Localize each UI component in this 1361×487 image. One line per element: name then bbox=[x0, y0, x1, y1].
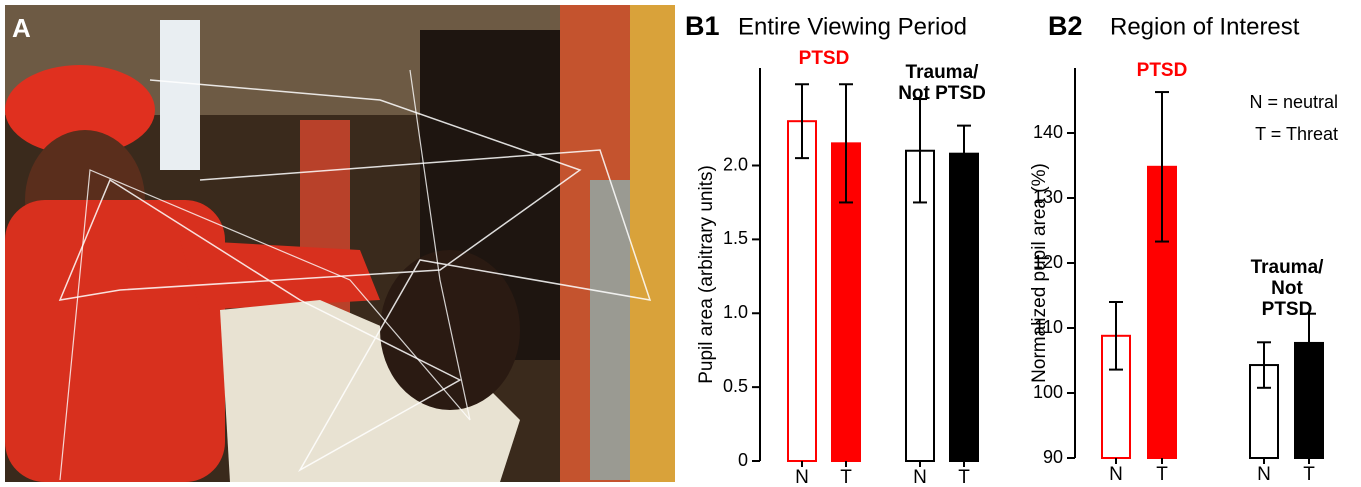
y-tick-label: 90 bbox=[1043, 447, 1063, 467]
y-tick-label: 2.0 bbox=[723, 154, 748, 174]
panel-label: B1 bbox=[685, 11, 720, 41]
x-tick-label: N bbox=[913, 467, 927, 487]
chart-title: Entire Viewing Period bbox=[738, 13, 967, 40]
x-tick-label: T bbox=[958, 467, 970, 487]
figure: A B1 Entire Viewing Period Pupil area (arb… bbox=[0, 0, 1361, 487]
y-tick-label: 0.5 bbox=[723, 376, 748, 396]
y-tick-label: 1.0 bbox=[723, 302, 748, 322]
bar bbox=[950, 154, 978, 461]
x-tick-label: N bbox=[1257, 464, 1271, 485]
y-tick-label: 120 bbox=[1033, 252, 1063, 272]
bar bbox=[788, 121, 816, 461]
group-label: Trauma/ Not PTSD bbox=[898, 62, 986, 104]
annotation: T = Threat bbox=[1255, 124, 1338, 144]
x-tick-label: N bbox=[795, 467, 809, 487]
x-tick-label: T bbox=[1156, 464, 1168, 485]
panel-label: B2 bbox=[1048, 11, 1083, 41]
y-tick-label: 100 bbox=[1033, 382, 1063, 402]
y-tick-label: 140 bbox=[1033, 122, 1063, 142]
y-tick-label: 130 bbox=[1033, 187, 1063, 207]
x-tick-label: T bbox=[840, 467, 852, 487]
group-label: PTSD bbox=[1137, 60, 1188, 81]
y-tick-label: 0 bbox=[738, 450, 748, 470]
x-tick-label: T bbox=[1303, 464, 1315, 485]
y-tick-label: 1.5 bbox=[723, 228, 748, 248]
y-axis-label: Pupil area (arbitrary units) bbox=[696, 165, 717, 384]
y-tick-label: 110 bbox=[1034, 317, 1063, 337]
group-label: PTSD bbox=[799, 48, 850, 69]
panel-label: A bbox=[12, 13, 31, 43]
annotation: N = neutral bbox=[1249, 92, 1338, 112]
x-tick-label: N bbox=[1109, 464, 1123, 485]
group-label: Trauma/ Not PTSD bbox=[1250, 257, 1324, 320]
photo bbox=[5, 5, 675, 482]
chart-title: Region of Interest bbox=[1110, 13, 1300, 40]
